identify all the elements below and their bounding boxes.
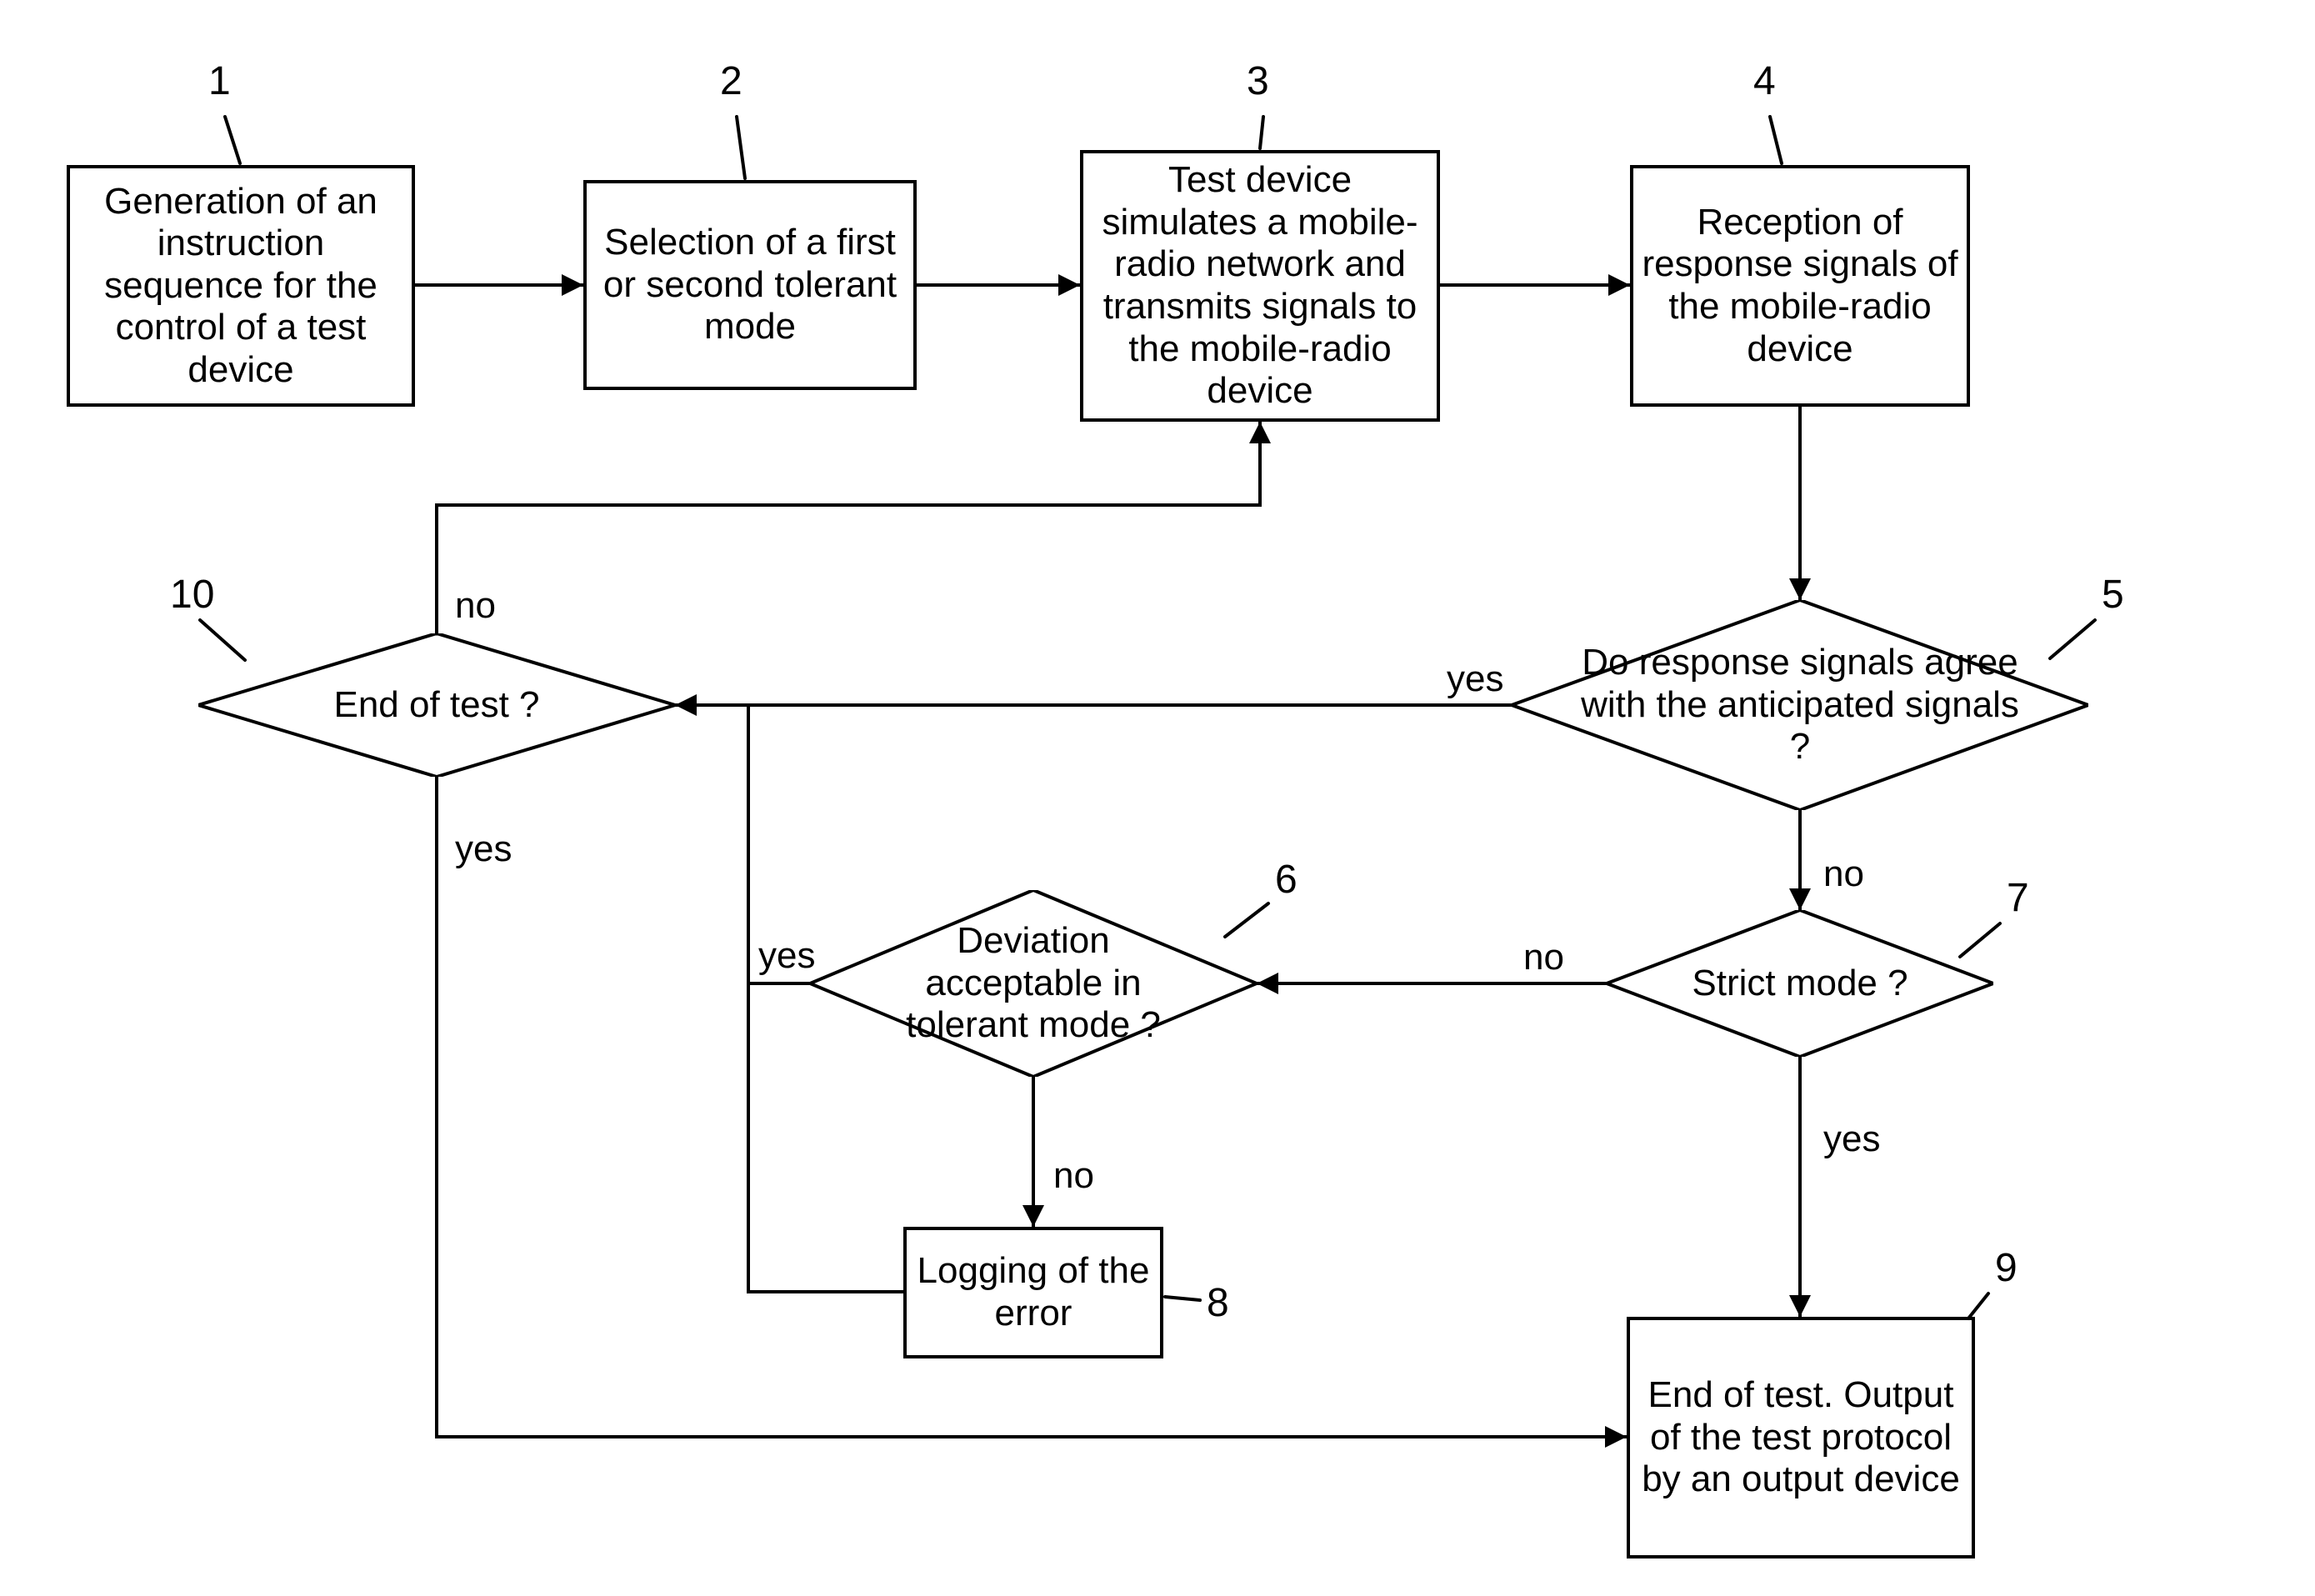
num-label-8: 8 <box>1207 1280 1229 1326</box>
node-n9: End of test. Output of the test protocol… <box>1627 1317 1975 1558</box>
node-n1: Generation of an instruction sequence fo… <box>67 165 415 407</box>
num-label-4: 4 <box>1753 58 1776 104</box>
node-n4-text: Reception of response signals of the mob… <box>1638 202 1962 370</box>
node-n9-text: End of test. Output of the test protocol… <box>1635 1374 1967 1501</box>
num-label-9: 9 <box>1995 1245 2018 1291</box>
node-n5-text: Do response signals agree with the antic… <box>1581 642 2019 768</box>
edge-label-e5_yes_10: yes <box>1447 658 1503 700</box>
node-n2-text: Selection of a first or second tolerant … <box>592 222 908 348</box>
edge-label-e7_no_6: no <box>1523 937 1564 978</box>
edge-label-e6_yes_merge: yes <box>758 935 815 977</box>
edge-label-e10_no_3: no <box>455 585 496 627</box>
edge-e10_no_3 <box>437 422 1260 633</box>
num-label-5: 5 <box>2102 572 2124 618</box>
node-n4: Reception of response signals of the mob… <box>1630 165 1970 407</box>
edge-label-e10_yes_9: yes <box>455 828 512 870</box>
num-label-10: 10 <box>170 572 214 618</box>
num-label-6: 6 <box>1275 857 1298 903</box>
node-n5: Do response signals agree with the antic… <box>1512 600 2088 810</box>
num-label-7: 7 <box>2007 875 2029 921</box>
node-n1-text: Generation of an instruction sequence fo… <box>75 181 407 392</box>
num-label-2: 2 <box>720 58 742 104</box>
node-n3-text: Test device simulates a mobile-radio net… <box>1088 159 1432 413</box>
edge-label-e7_yes_9: yes <box>1823 1118 1880 1160</box>
node-n6: Deviation acceptable in tolerant mode ? <box>810 890 1257 1077</box>
node-n10: End of test ? <box>198 633 675 777</box>
node-n7: Strict mode ? <box>1607 910 1993 1057</box>
num-label-3: 3 <box>1247 58 1269 104</box>
edge-label-e5_no_7: no <box>1823 853 1864 895</box>
node-n10-text: End of test ? <box>333 684 539 727</box>
node-n2: Selection of a first or second tolerant … <box>583 180 917 390</box>
flowchart-canvas: Generation of an instruction sequence fo… <box>0 0 2315 1596</box>
num-label-1: 1 <box>208 58 231 104</box>
node-n8-text: Logging of the error <box>912 1250 1155 1334</box>
node-n8: Logging of the error <box>903 1227 1163 1358</box>
edge-label-e6_no_8: no <box>1053 1155 1094 1197</box>
node-n3: Test device simulates a mobile-radio net… <box>1080 150 1440 422</box>
node-n7-text: Strict mode ? <box>1692 963 1908 1005</box>
node-n6-text: Deviation acceptable in tolerant mode ? <box>863 920 1202 1047</box>
